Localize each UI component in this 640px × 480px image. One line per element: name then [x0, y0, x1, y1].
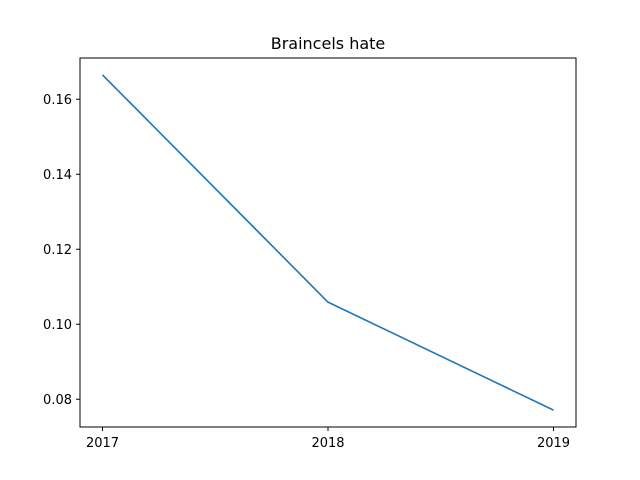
series-line-0: [101, 74, 554, 411]
y-tick-label: 0.14: [43, 168, 72, 183]
y-tick-label: 0.10: [43, 318, 72, 333]
x-tick-label: 2019: [537, 436, 570, 451]
plot-content: [101, 74, 554, 411]
x-tick-label: 2018: [311, 436, 344, 451]
x-tick-label: 2017: [86, 436, 119, 451]
x-axis: 2017 2018 2019: [86, 427, 570, 451]
chart-title: Braincels hate: [271, 34, 386, 53]
y-tick-label: 0.12: [43, 243, 72, 258]
y-tick-label: 0.16: [43, 93, 72, 108]
y-tick-label: 0.08: [43, 393, 72, 408]
y-axis: 0.08 0.10 0.12 0.14 0.16: [43, 93, 80, 408]
